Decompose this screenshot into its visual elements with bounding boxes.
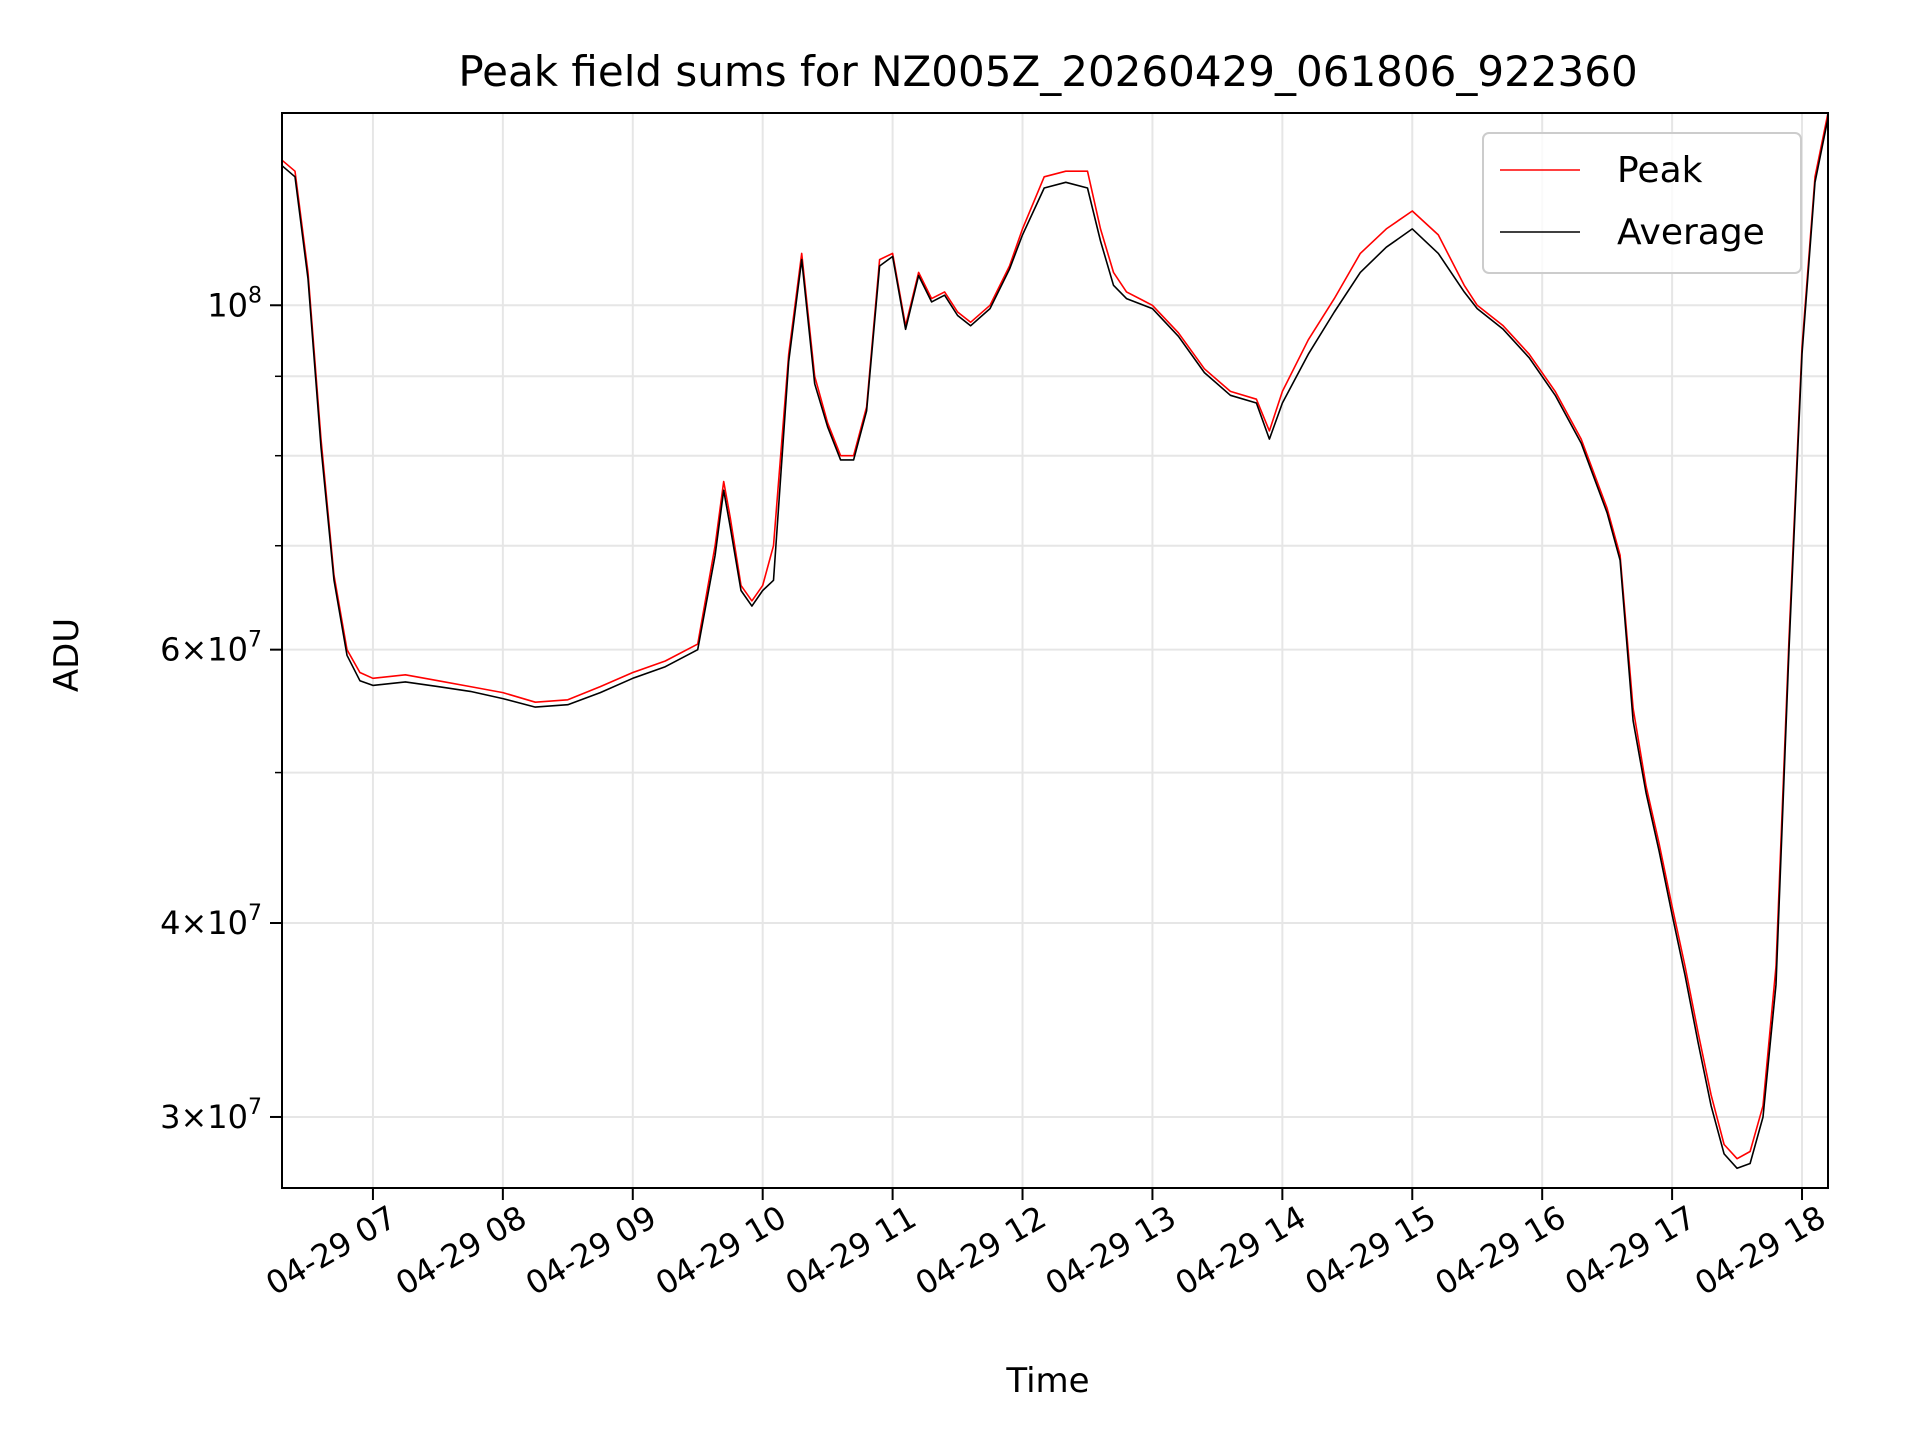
x-tick-label: 04-29 15 [1299, 1198, 1443, 1303]
y-tick-label: 3×107 [160, 1095, 262, 1136]
x-tick-label: 04-29 17 [1559, 1198, 1703, 1303]
x-tick-label: 04-29 11 [779, 1198, 923, 1303]
grid [282, 113, 1828, 1188]
x-tick-label: 04-29 16 [1429, 1198, 1573, 1303]
x-tick-label: 04-29 09 [519, 1198, 663, 1303]
series-layer [281, 112, 1829, 1170]
y-tick-label: 108 [207, 283, 262, 324]
x-tick-label: 04-29 10 [649, 1198, 793, 1303]
y-tick-label: 6×107 [160, 628, 262, 669]
legend-label-average: Average [1617, 212, 1765, 253]
chart-title: Peak field sums for NZ005Z_20260429_0618… [458, 47, 1637, 96]
x-tick-label: 04-29 13 [1039, 1198, 1183, 1303]
legend: Peak Average [1482, 132, 1802, 274]
y-tick-label: 4×107 [160, 901, 262, 942]
x-tick-label: 04-29 14 [1169, 1198, 1313, 1303]
x-axis-title: Time [1005, 1361, 1089, 1401]
series-line-average [281, 117, 1829, 1170]
legend-box [1482, 132, 1802, 274]
x-tick-label: 04-29 07 [259, 1198, 403, 1303]
series-line-peak [281, 112, 1829, 1160]
y-axis-title: ADU [47, 618, 87, 692]
y-axis: 108 6×107 4×107 3×107 [160, 283, 282, 1136]
x-tick-label: 04-29 08 [389, 1198, 533, 1303]
legend-label-peak: Peak [1617, 150, 1703, 191]
x-tick-label: 04-29 12 [909, 1198, 1053, 1303]
x-tick-label: 04-29 18 [1688, 1198, 1832, 1303]
